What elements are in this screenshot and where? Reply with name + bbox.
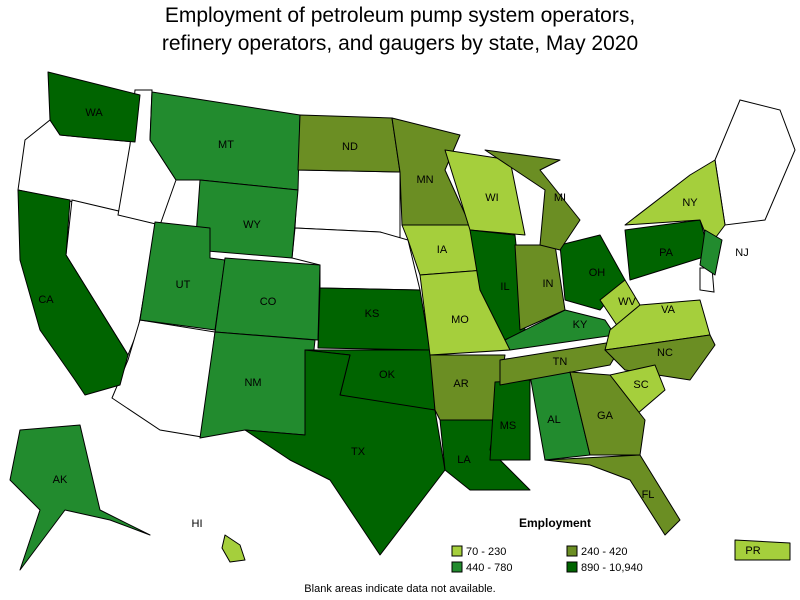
state-label: TN [553, 356, 568, 368]
state-label: PR [745, 545, 760, 557]
state-label: MS [500, 420, 517, 432]
legend-label: 440 - 780 [466, 562, 512, 574]
state-shape [444, 149, 526, 236]
state-label: NM [244, 377, 261, 389]
state-label: NJ [735, 247, 748, 259]
legend-swatch [451, 561, 463, 573]
state-labels: WA CA MT WY UT CO NM ND KS OK TX MN IA MO AR LA WI IL MS AL… [38, 107, 760, 557]
states [9, 71, 791, 571]
state-label: OK [379, 369, 396, 381]
map-title: refinery operators, and gaugers by state… [162, 32, 638, 55]
state-label: WI [485, 192, 498, 204]
state-label: IA [437, 244, 448, 256]
state-label: VA [661, 304, 676, 316]
state-label: KS [365, 308, 380, 320]
state-label: HI [192, 518, 203, 530]
state-label: PA [659, 247, 674, 259]
state-label: MI [554, 192, 566, 204]
legend: 70 - 230 240 - 420 440 - 780 890 - 10,940 [451, 545, 643, 574]
state-shape [544, 454, 681, 536]
legend-label: 240 - 420 [581, 546, 627, 558]
state-shape [624, 159, 726, 246]
state-shape [604, 334, 716, 381]
state-label: WY [243, 219, 261, 231]
state-shape [221, 534, 246, 563]
state-label: ND [342, 141, 358, 153]
state-shape [47, 71, 141, 143]
state-label: OH [589, 267, 606, 279]
state-label: KY [573, 319, 588, 331]
state-label: MO [451, 314, 469, 326]
state-label: MN [416, 174, 433, 186]
state-label: LA [457, 454, 471, 466]
state-label: AR [453, 378, 468, 390]
state-label: WV [618, 296, 636, 308]
state-label: NY [682, 197, 698, 209]
state-shape [604, 299, 711, 351]
note: Blank areas indicate data not available. [304, 583, 495, 595]
legend-swatch [566, 545, 578, 557]
state-label: CO [260, 296, 277, 308]
state-label: IN [543, 278, 554, 290]
legend-label: 70 - 230 [466, 546, 506, 558]
legend-title: Employment [519, 516, 591, 530]
state-label: FL [642, 489, 655, 501]
state-label: AK [53, 474, 68, 486]
state-label: WA [85, 107, 103, 119]
state-label: MT [218, 139, 234, 151]
state-label: NC [657, 347, 673, 359]
legend-swatch [566, 561, 578, 573]
state-shape [499, 339, 626, 386]
legend-swatch [451, 545, 463, 557]
state-label: IL [500, 281, 509, 293]
state-shape [734, 539, 791, 561]
map-title: Employment of petroleum pump system oper… [165, 4, 635, 27]
state-shape [504, 309, 616, 351]
state-shape [9, 424, 151, 571]
state-shape [699, 229, 723, 276]
state-label: CA [38, 294, 54, 306]
state-shape [484, 149, 581, 251]
state-label: SC [633, 379, 648, 391]
state-label: TX [351, 446, 366, 458]
state-label: UT [176, 279, 191, 291]
state-label: AL [547, 414, 560, 426]
legend-label: 890 - 10,940 [581, 562, 643, 574]
state-shape [17, 189, 129, 396]
state-shape [569, 371, 646, 456]
state-label: GA [597, 410, 614, 422]
